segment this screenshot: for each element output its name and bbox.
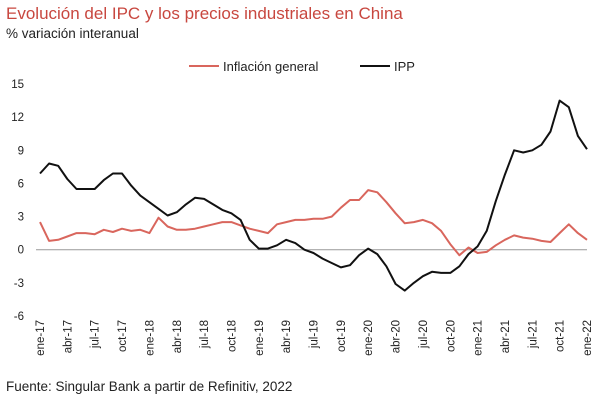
- y-tick-label: 12: [11, 112, 24, 124]
- legend-label-ipp: IPP: [394, 59, 415, 74]
- x-tick-label: oct-17: [117, 320, 129, 352]
- x-tick-label: oct-21: [555, 320, 567, 352]
- x-axis: ene-17 abr-17 jul-17 oct-17 ene-18 abr-18 jul-…: [35, 320, 594, 356]
- y-tick-label: 3: [18, 212, 24, 224]
- y-tick-label: 6: [18, 178, 24, 190]
- x-tick-label: abr-21: [500, 320, 512, 353]
- series-line-ipp: [39, 99, 588, 292]
- x-tick-label: abr-18: [172, 320, 184, 353]
- chart-subtitle: % variación interanual: [6, 26, 139, 41]
- x-tick-label: oct-19: [336, 320, 348, 352]
- x-tick-label: jul-18: [199, 320, 211, 349]
- x-tick-label: jul-20: [418, 320, 430, 349]
- x-tick-label: abr-17: [62, 320, 74, 353]
- x-tick-label: ene-17: [35, 320, 47, 356]
- series-layer: [39, 99, 588, 292]
- x-tick-label: jul-19: [309, 320, 321, 349]
- source-note: Fuente: Singular Bank a partir de Refini…: [6, 379, 293, 394]
- y-tick-label: -6: [14, 311, 24, 323]
- x-tick-label: ene-20: [363, 320, 375, 356]
- x-tick-label: jul-21: [527, 320, 539, 349]
- y-axis: -6 -3 0 3 6 9 12 15: [11, 79, 24, 323]
- x-tick-label: ene-22: [582, 320, 594, 356]
- chart-title: Evolución del IPC y los precios industri…: [6, 4, 403, 23]
- x-tick-label: ene-21: [473, 320, 485, 356]
- x-tick-label: jul-17: [90, 320, 102, 349]
- y-tick-label: -3: [14, 278, 24, 290]
- x-tick-label: oct-18: [226, 320, 238, 352]
- x-tick-label: oct-20: [445, 320, 457, 352]
- x-tick-label: ene-19: [254, 320, 266, 356]
- legend-label-inflacion: Inflación general: [223, 59, 319, 74]
- x-tick-label: ene-18: [144, 320, 156, 356]
- y-tick-label: 15: [11, 79, 24, 91]
- y-tick-label: 0: [18, 245, 24, 257]
- x-tick-label: abr-19: [281, 320, 293, 353]
- x-tick-label: abr-20: [391, 320, 403, 353]
- y-tick-label: 9: [18, 145, 24, 157]
- legend: Inflación general IPP: [189, 59, 415, 74]
- series-line-inflacion: [39, 189, 588, 257]
